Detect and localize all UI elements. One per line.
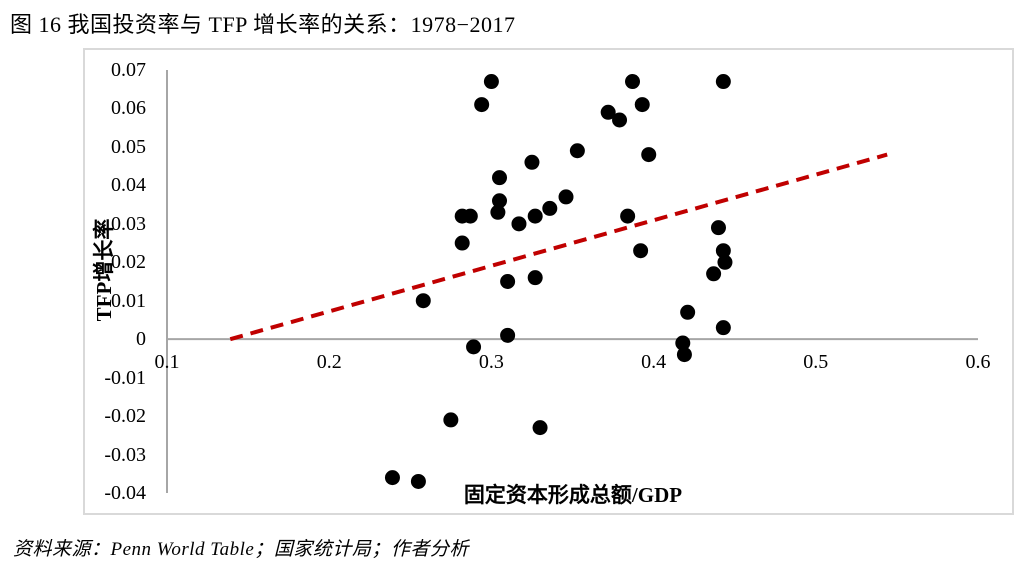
scatter-point (511, 216, 527, 232)
scatter-point (612, 112, 628, 128)
chart-title: 图 16 我国投资率与 TFP 增长率的关系：1978−2017 (10, 12, 516, 37)
scatter-point (410, 473, 426, 489)
scatter-point (717, 254, 733, 270)
y-tick-label: 0.03 (111, 212, 146, 235)
scatter-point (492, 193, 508, 209)
scatter-point (625, 74, 641, 90)
scatter-point (634, 97, 650, 113)
scatter-point (600, 104, 616, 120)
scatter-point (715, 74, 731, 90)
scatter-point (490, 204, 506, 220)
scatter-point (715, 243, 731, 259)
x-tick-label: 0.1 (154, 351, 180, 373)
scatter-point (500, 327, 516, 343)
plot-area-frame (83, 48, 1014, 515)
scatter-point (620, 208, 636, 224)
scatter-point (454, 235, 470, 251)
y-tick-label: -0.01 (104, 366, 146, 389)
x-tick-label: 0.6 (965, 351, 991, 373)
scatter-point (680, 304, 696, 320)
y-tick-label: 0.07 (111, 59, 146, 81)
scatter-point (466, 339, 482, 355)
scatter-point (569, 143, 585, 159)
scatter-point (527, 208, 543, 224)
y-tick-label: -0.03 (104, 443, 146, 466)
scatter-point (500, 274, 516, 289)
y-tick-label: 0.05 (111, 135, 146, 158)
scatter-point (483, 74, 499, 90)
scatter-point (527, 270, 543, 286)
x-axis-title: 固定资本形成总额/GDP (463, 483, 683, 507)
scatter-point (415, 293, 431, 309)
x-tick-label: 0.5 (803, 351, 829, 373)
y-tick-label: 0.02 (111, 251, 146, 274)
y-tick-label: -0.02 (104, 405, 146, 428)
trend-line (229, 152, 888, 342)
x-tick-label: 0.4 (641, 351, 667, 373)
y-tick-label: 0.04 (111, 174, 146, 197)
y-tick-label: 0 (136, 328, 146, 351)
scatter-point (633, 243, 649, 259)
y-tick-label: 0.01 (111, 289, 146, 312)
scatter-point (675, 335, 691, 351)
scatter-point (384, 470, 400, 486)
y-tick-label: 0.06 (111, 97, 146, 120)
y-axis-title: TFP增长率 (92, 218, 116, 322)
x-tick-label: 0.3 (478, 351, 504, 373)
scatter-point (443, 412, 459, 428)
scatter-point (558, 189, 574, 205)
scatter-point (710, 220, 726, 236)
scatter-point (715, 320, 731, 336)
x-tick-label: 0.2 (316, 351, 342, 373)
scatter-point (641, 147, 657, 163)
scatter-point (524, 154, 540, 170)
scatter-point (492, 170, 508, 186)
y-tick-label: -0.04 (104, 482, 146, 504)
scatter-point (532, 420, 548, 436)
scatter-point (542, 200, 558, 216)
source-note: 资料来源：Penn World Table；国家统计局；作者分析 (13, 539, 469, 560)
scatter-point (676, 347, 692, 363)
scatter-point (706, 266, 722, 282)
scatter-point (474, 97, 490, 113)
scatter-point (462, 208, 478, 224)
